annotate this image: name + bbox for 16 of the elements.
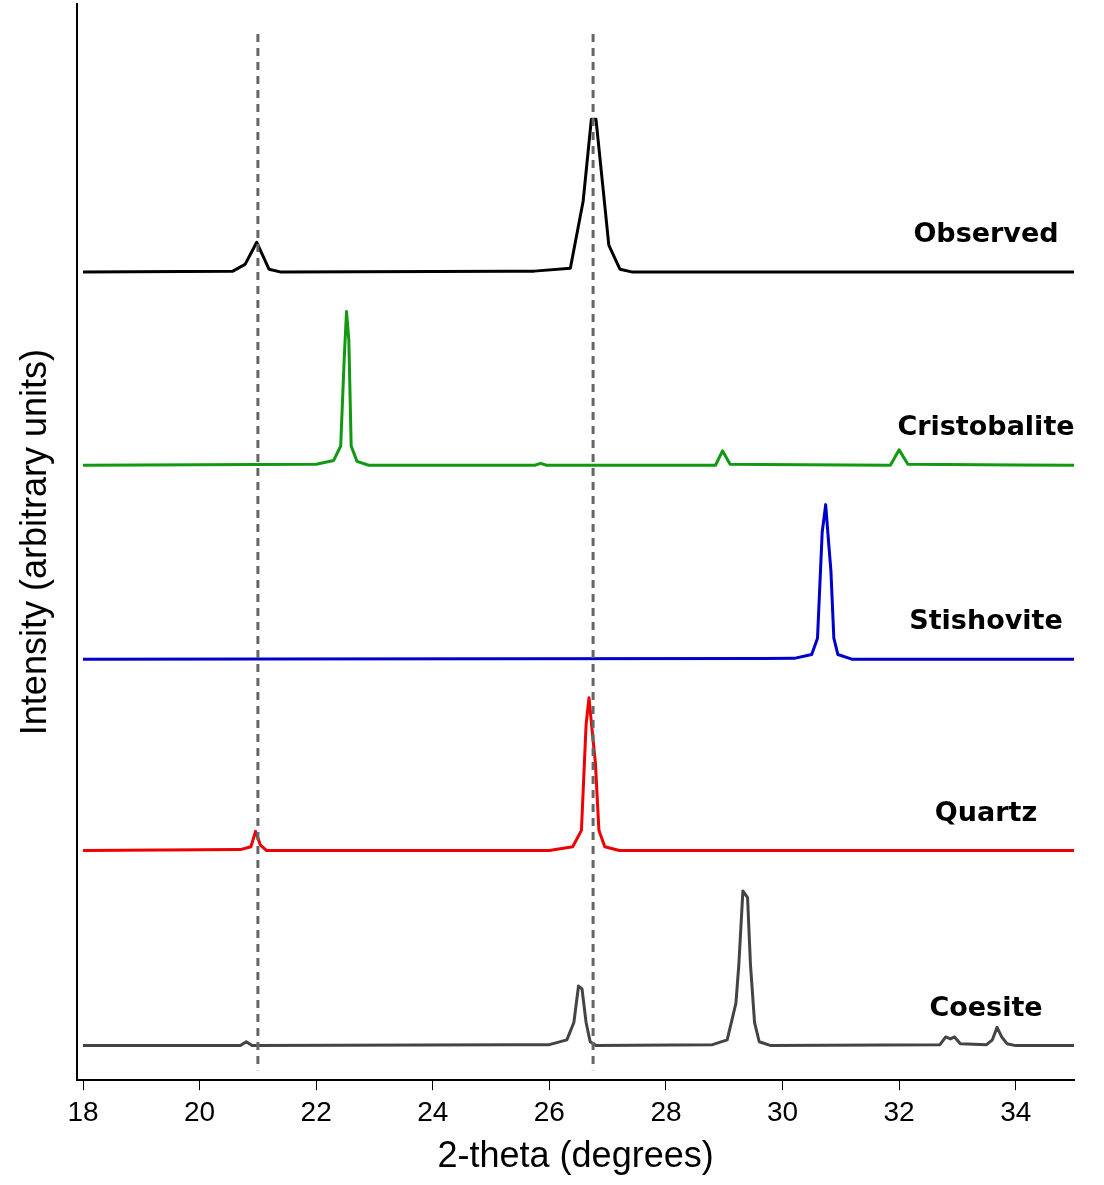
x-tick-label: 22	[300, 1095, 332, 1127]
x-tick-label: 26	[533, 1095, 565, 1127]
x-tick-label: 20	[184, 1095, 216, 1127]
y-axis-title: Intensity (arbitrary units)	[12, 349, 54, 736]
series-label: Coesite	[929, 990, 1043, 1022]
x-tick-label: 18	[67, 1095, 99, 1127]
x-tick-label: 28	[650, 1095, 682, 1127]
x-tick-label: 30	[766, 1095, 799, 1127]
series-label: Cristobalite	[897, 410, 1075, 442]
series-label: Quartz	[934, 795, 1038, 827]
series-label: Observed	[913, 217, 1059, 249]
x-tick-label: 32	[883, 1095, 915, 1127]
x-tick-label: 24	[417, 1095, 449, 1127]
x-tick-label: 34	[1000, 1095, 1032, 1127]
x-axis-title: 2-theta (degrees)	[437, 1134, 714, 1176]
series-label: Stishovite	[909, 604, 1063, 636]
